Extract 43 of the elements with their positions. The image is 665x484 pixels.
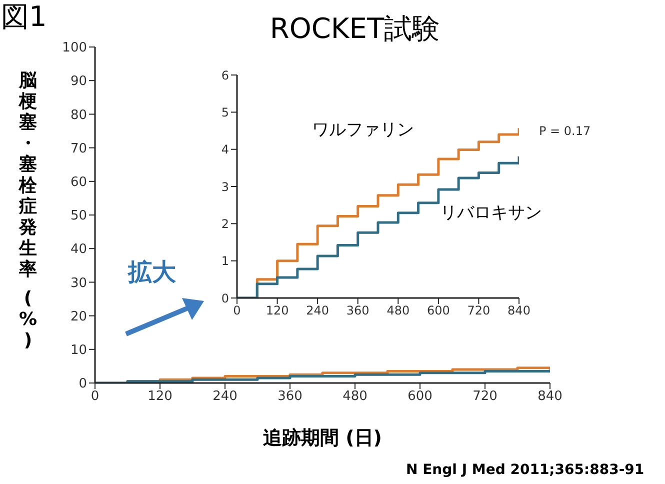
x-tick-label: 480 xyxy=(386,304,410,318)
y-tick-label: 70 xyxy=(70,141,87,156)
y-tick-label: 3 xyxy=(221,180,229,194)
x-tick-label: 240 xyxy=(306,304,330,318)
text: 脳梗塞・塞栓症発生率 (%) xyxy=(18,70,38,351)
x-tick-label: 120 xyxy=(266,304,289,318)
series-label: リバロキサン xyxy=(440,202,542,224)
x-tick-label: 840 xyxy=(508,304,530,318)
text: N Engl J Med 2011;365:883-91 xyxy=(406,462,644,478)
y-tick-label: 100 xyxy=(62,40,87,56)
x-tick-label: 480 xyxy=(342,389,368,404)
y-tick-label: 5 xyxy=(221,105,229,120)
x-tick-label: 720 xyxy=(472,389,498,404)
y-tick-label: 0 xyxy=(221,291,229,306)
y-tick-label: 2 xyxy=(221,216,229,231)
x-tick-label: 360 xyxy=(278,389,302,404)
x-tick-label: 240 xyxy=(212,389,238,404)
x-tick-label: 720 xyxy=(467,304,490,318)
annotation: P = 0.17 xyxy=(539,124,591,138)
x-tick-label: 0 xyxy=(90,389,100,404)
x-tick-label: 0 xyxy=(233,304,241,318)
caption: 図1 xyxy=(1,0,47,35)
y-tick-label: 10 xyxy=(70,343,87,358)
chart-title: ROCKET試験 xyxy=(270,12,440,45)
x-tick-label: 840 xyxy=(538,389,562,404)
x-tick-label: 600 xyxy=(426,304,450,318)
y-tick-label: 6 xyxy=(221,68,229,82)
y-tick-label: 30 xyxy=(70,276,87,291)
series-label: ワルファリン xyxy=(312,119,414,141)
y-tick-label: 60 xyxy=(70,175,87,190)
y-tick-label: 20 xyxy=(70,309,87,324)
annotation: 拡大 xyxy=(128,257,176,288)
y-tick-label: 50 xyxy=(70,208,87,224)
y-tick-label: 80 xyxy=(70,108,87,123)
y-tick-label: 40 xyxy=(70,242,87,258)
y-tick-label: 0 xyxy=(78,376,87,392)
x-axis-title: 追跡期間 (日) xyxy=(262,426,383,451)
y-tick-label: 4 xyxy=(221,142,229,157)
x-tick-label: 600 xyxy=(408,389,432,404)
x-tick-label: 360 xyxy=(346,304,370,318)
y-tick-label: 90 xyxy=(70,74,87,90)
x-tick-label: 120 xyxy=(148,389,172,404)
y-tick-label: 1 xyxy=(221,254,229,268)
